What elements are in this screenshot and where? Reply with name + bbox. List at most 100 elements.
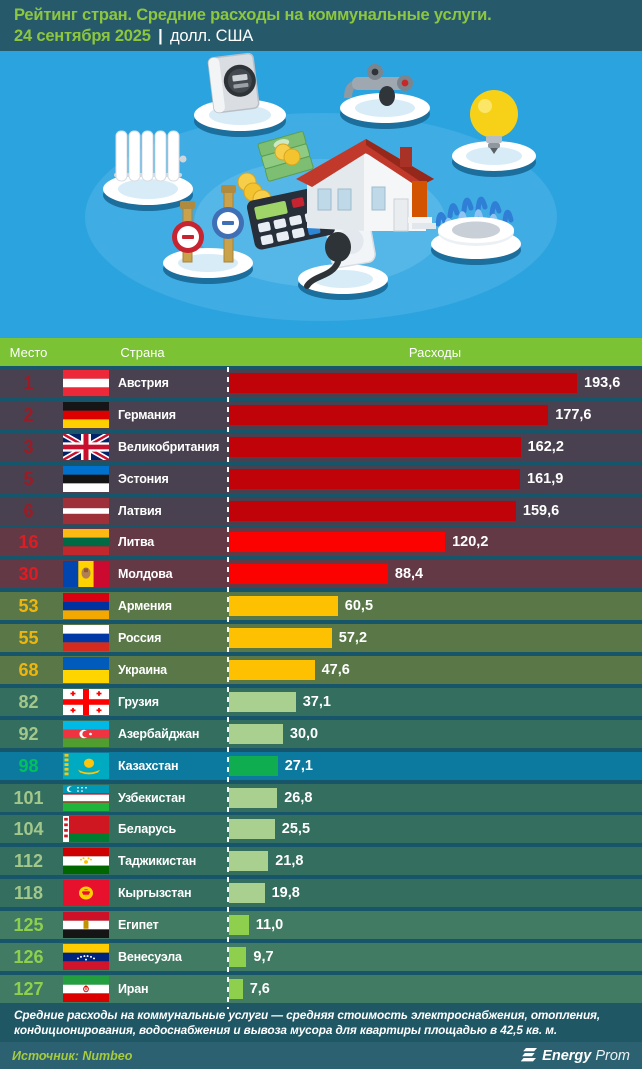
rank-cell: 104	[13, 819, 44, 840]
rank-cell: 5	[23, 468, 34, 489]
energyprom-icon	[521, 1048, 538, 1062]
value-label: 26,8	[284, 789, 313, 806]
rank-cell: 16	[18, 532, 39, 553]
flag-lv-icon	[63, 497, 109, 524]
pipe-separator: |	[158, 27, 163, 45]
table-row: 53 Армения 60,5	[0, 592, 642, 621]
value-bar	[229, 978, 243, 999]
currency-unit-label: долл. США	[169, 27, 254, 45]
value-bar	[229, 532, 446, 553]
value-label: 25,5	[281, 821, 311, 838]
country-name: Австрия	[118, 376, 169, 390]
header: Рейтинг стран. Средние расходы на коммун…	[0, 0, 642, 51]
country-name: Эстония	[118, 471, 169, 486]
rank-cell: 98	[18, 755, 39, 776]
value-label: 27,1	[284, 757, 313, 774]
rank-cell: 30	[18, 564, 39, 585]
table-row: 1 Австрия 193,6	[0, 369, 642, 397]
footnote-area: Средние расходы на коммунальные услуги —…	[0, 1003, 642, 1042]
value-label: 60,5	[344, 598, 374, 615]
value-bar	[229, 404, 549, 425]
house-icon	[296, 139, 436, 232]
country-name: Египет	[118, 918, 159, 933]
page-title: Рейтинг стран. Средние расходы на коммун…	[14, 6, 492, 24]
value-label: 19,8	[271, 885, 300, 902]
country-name: Армения	[118, 599, 172, 614]
flag-by-icon	[63, 816, 109, 843]
country-name: Таджикистан	[118, 854, 197, 869]
illustration-area	[0, 51, 642, 338]
gas-burner-icon	[431, 196, 521, 265]
value-label: 37,1	[302, 693, 331, 710]
source-strip: Источник: Numbeo Energy Prom	[0, 1042, 642, 1069]
table-row: 127 Иран 7,6	[0, 974, 642, 1003]
country-name: Великобритания	[118, 439, 220, 454]
table-row: 92 Азербайджан 30,0	[0, 719, 642, 748]
country-name: Кыргызстан	[118, 886, 192, 901]
value-bar	[229, 660, 315, 681]
brand-logo: Energy Prom	[521, 1048, 630, 1064]
value-bar	[229, 468, 520, 489]
flag-kz-icon	[63, 752, 109, 779]
rank-cell: 101	[13, 787, 44, 808]
value-bar	[229, 691, 296, 712]
country-name: Латвия	[118, 503, 162, 518]
value-label: 7,6	[249, 980, 270, 997]
date-label: 24 сентября 2025	[14, 27, 151, 45]
value-bar	[229, 628, 332, 649]
flag-de-icon	[63, 401, 109, 428]
rank-cell: 55	[18, 628, 39, 649]
table-row: 6 Латвия 159,6	[0, 496, 642, 525]
flag-az-icon	[63, 720, 109, 747]
water-tap-icon	[340, 64, 430, 129]
rows: 1 Австрия 193,6 2 Германия 177,6 3 Великобрита…	[0, 367, 642, 1009]
rank-cell: 112	[13, 851, 44, 872]
table-row: 112 Таджикистан 21,8	[0, 847, 642, 876]
flag-lt-icon	[63, 529, 109, 556]
rank-cell: 82	[18, 691, 39, 712]
value-bar	[229, 787, 278, 808]
country-name: Германия	[118, 407, 176, 422]
baseline-dashed-line	[227, 367, 229, 1009]
flag-uz-icon	[63, 784, 109, 811]
value-bar	[229, 596, 338, 617]
electric-meter-icon	[194, 52, 286, 137]
col-header-country: Страна	[120, 344, 165, 360]
value-bar	[229, 500, 516, 521]
country-name: Молдова	[118, 567, 173, 582]
source-label: Источник: Numbeo	[12, 1048, 133, 1063]
flag-eg-icon	[63, 912, 109, 939]
value-label: 9,7	[253, 949, 274, 966]
country-name: Иран	[118, 981, 149, 996]
col-header-rank: Место	[9, 344, 48, 360]
value-bar	[229, 851, 269, 872]
rank-cell: 53	[18, 596, 39, 617]
flag-tj-icon	[63, 848, 109, 875]
flag-md-icon	[63, 561, 109, 588]
value-label: 88,4	[394, 566, 424, 583]
table-row: 125 Египет 11,0	[0, 911, 642, 940]
flag-ir-icon	[63, 975, 109, 1002]
flag-ru-icon	[63, 625, 109, 652]
value-bar	[229, 373, 577, 393]
rank-cell: 118	[13, 883, 44, 904]
table-row: 104 Беларусь 25,5	[0, 815, 642, 844]
value-bar	[229, 564, 388, 585]
table-row: 5 Эстония 161,9	[0, 464, 642, 493]
value-bar	[229, 723, 283, 744]
flag-ua-icon	[63, 657, 109, 684]
table-row: 55 Россия 57,2	[0, 624, 642, 653]
footnote-text: Средние расходы на коммунальные услуги —…	[14, 1008, 601, 1037]
flag-kg-icon	[63, 880, 109, 907]
country-name: Украина	[118, 663, 167, 678]
value-bar	[229, 436, 521, 457]
value-bar	[229, 947, 247, 968]
country-name: Грузия	[118, 694, 159, 709]
country-name: Венесуэла	[118, 950, 182, 965]
table-row: 3 Великобритания 162,2	[0, 432, 642, 461]
flag-ve-icon	[63, 944, 109, 971]
value-label: 120,2	[452, 534, 489, 551]
value-label: 11,0	[255, 917, 284, 934]
value-label: 162,2	[527, 438, 564, 455]
